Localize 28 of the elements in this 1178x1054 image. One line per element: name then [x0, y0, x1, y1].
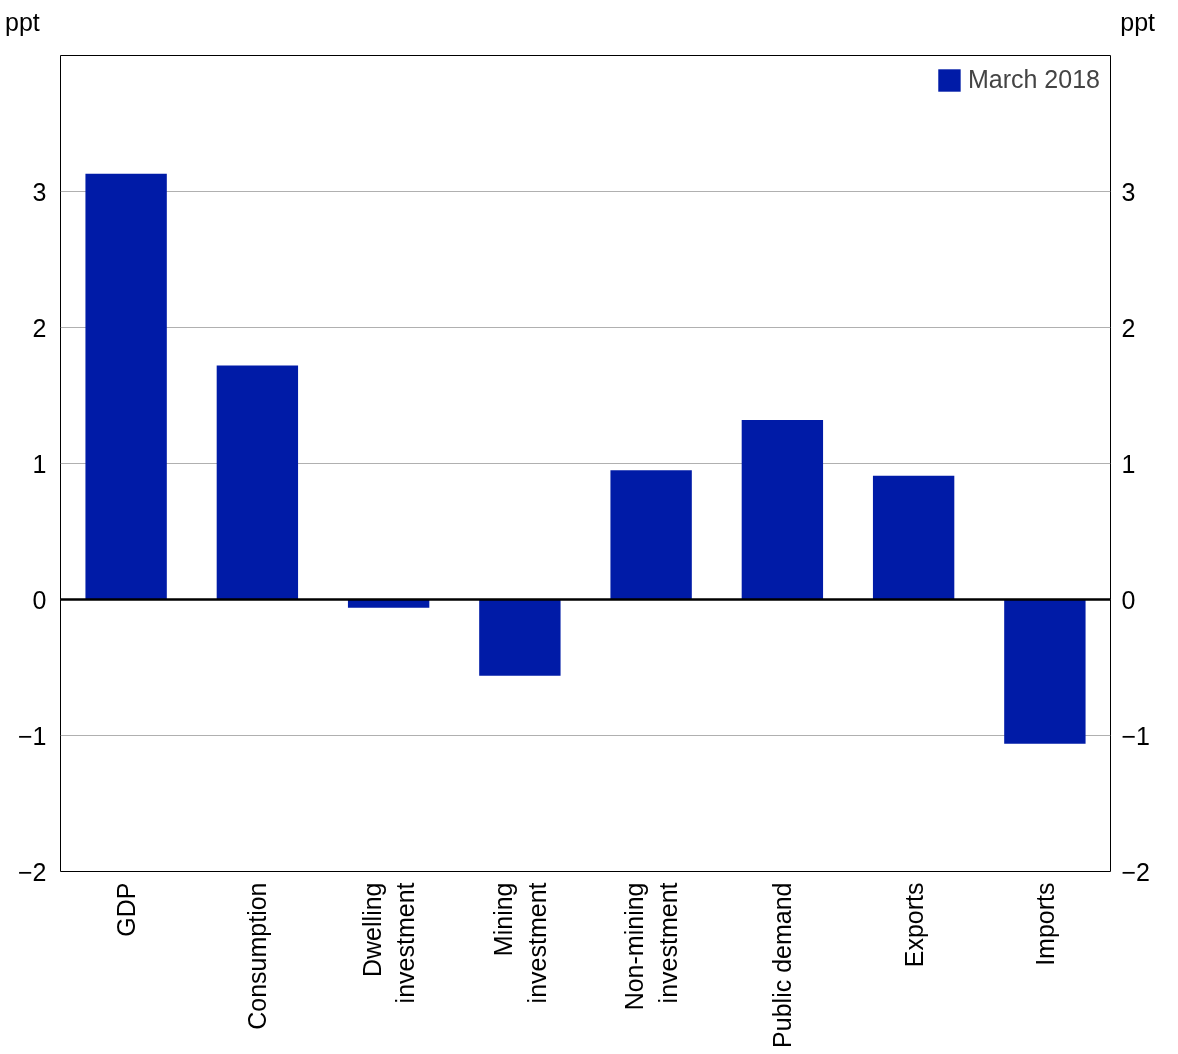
y2-tick-label: 2 [1121, 313, 1136, 342]
x-tick-label: Public demand [768, 882, 797, 1048]
bar [610, 470, 692, 600]
x-tick-label: Imports [1030, 882, 1059, 966]
y2-tick-label: 3 [1121, 177, 1136, 206]
x-tick-label: GDP [112, 882, 141, 937]
bar [1004, 599, 1086, 744]
bar [479, 599, 561, 676]
y-tick-label: 3 [32, 177, 47, 206]
y2-axis-title: ppt [1120, 7, 1155, 38]
bar [872, 475, 955, 600]
x-tick-label: Consumption [243, 882, 272, 1030]
y-tick-label: 2 [32, 313, 47, 342]
y-tick-label: 1 [32, 449, 47, 478]
y-tick-label: −2 [18, 857, 47, 886]
y2-tick-label: −2 [1121, 857, 1151, 886]
y-tick-label: 0 [32, 585, 47, 614]
bar [741, 419, 824, 600]
bar [216, 365, 299, 600]
x-tick-label: Dwelling investment [357, 882, 420, 1004]
bar [85, 173, 167, 600]
y2-tick-label: −1 [1121, 721, 1151, 750]
x-tick-label: Exports [899, 882, 928, 968]
y-tick-label: −1 [18, 721, 47, 750]
y-axis-title: ppt [5, 7, 40, 38]
y2-tick-label: 0 [1121, 585, 1136, 614]
y2-tick-label: 1 [1121, 449, 1136, 478]
legend-label: March 2018 [967, 65, 1100, 94]
